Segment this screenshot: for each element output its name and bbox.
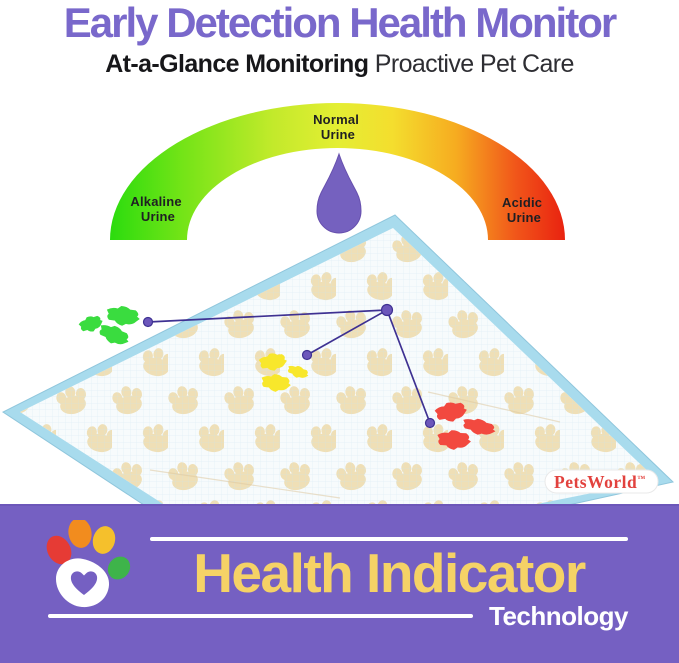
banner: Health Indicator Technology (0, 504, 679, 663)
page-title: Early Detection Health Monitor (63, 0, 617, 46)
banner-rule-top (150, 537, 628, 541)
paw-toe-green (107, 556, 131, 580)
header: Early Detection Health Monitor At-a-Glan… (0, 0, 679, 77)
gauge-label-normal: Normal Urine (313, 112, 363, 142)
banner-title: Health Indicator (193, 542, 586, 604)
callout-node-normal (301, 349, 313, 361)
brand-pill (544, 469, 659, 494)
gauge-label-alkaline: Alkaline Urine (130, 194, 185, 224)
paw-toe-orange (68, 520, 92, 548)
paw-toe-yellow (92, 526, 116, 554)
banner-rule-bottom (48, 614, 473, 618)
gauge-label-acidic: Acidic Urine (502, 195, 546, 225)
banner-subtitle: Technology (489, 601, 628, 631)
pee-pad: PetsWorld™ (2, 214, 675, 505)
callout-node-alkaline (142, 316, 154, 328)
subtitle-bold: At-a-Glance Monitoring (105, 50, 369, 79)
heart-icon (70, 571, 98, 595)
callout-node-vertex (380, 303, 394, 317)
pad-grid-texture (20, 228, 657, 505)
subtitle-regular: Proactive Pet Care (374, 50, 575, 79)
ph-gauge-arc (110, 103, 565, 241)
alkaline-spot (77, 303, 142, 350)
callout-node-acidic (424, 417, 436, 429)
paw-toe-red (46, 535, 72, 565)
indicator-scene: Alkaline Urine Normal Urine Acidic Urine (2, 103, 675, 505)
paw-heart-icon (46, 520, 131, 608)
droplet-icon (316, 152, 362, 234)
page-subtitle: At-a-Glance Monitoring Proactive Pet Car… (0, 52, 679, 77)
pad-crease-lines (149, 391, 561, 499)
brand-logo: PetsWorld™ (554, 472, 646, 492)
